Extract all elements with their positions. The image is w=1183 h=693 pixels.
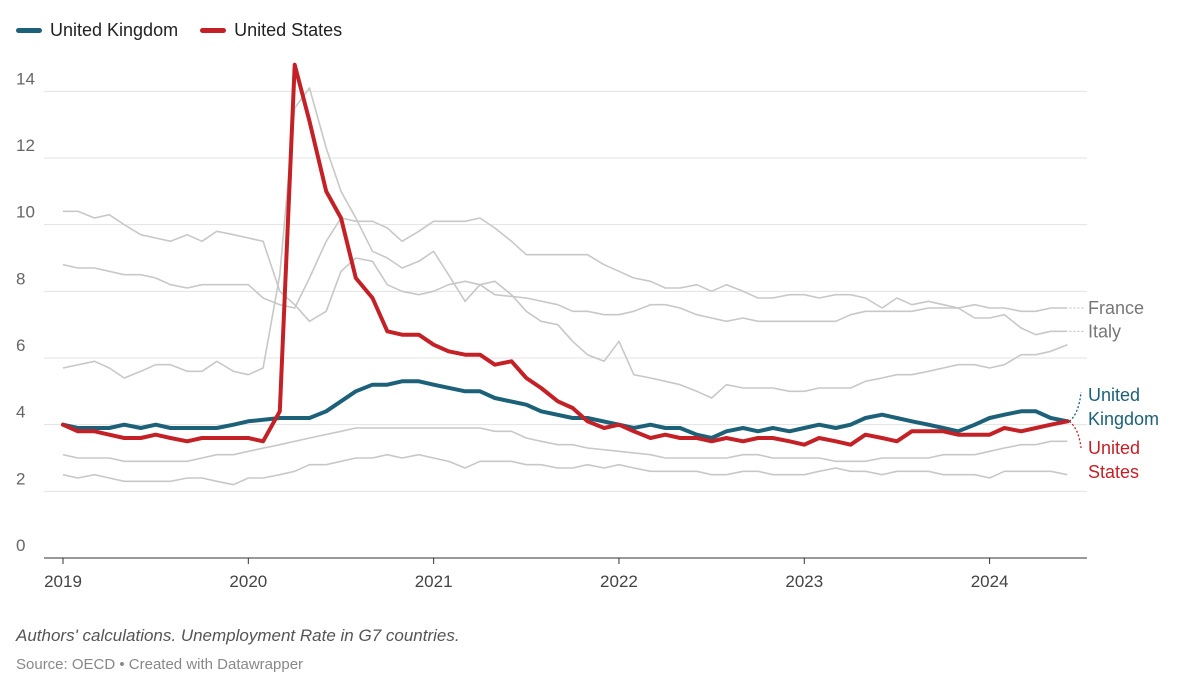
context-series-line-3 — [62, 427, 1068, 463]
y-tick-label: 6 — [16, 336, 25, 355]
y-tick-label: 0 — [16, 536, 25, 555]
legend: United Kingdom United States — [16, 20, 342, 41]
x-tick-label: 2020 — [229, 572, 267, 591]
highlight-series — [61, 62, 1070, 447]
context-series-line-0 — [62, 217, 1068, 313]
context-series-label: France — [1088, 298, 1144, 318]
series-end-labels: France Italy United Kingdom United States — [1069, 298, 1159, 482]
y-tick-label: 8 — [16, 269, 25, 288]
context-series-line-4 — [62, 453, 1068, 486]
x-tick-label: 2021 — [415, 572, 453, 591]
x-tick-label: 2023 — [785, 572, 823, 591]
context-series-label: Italy — [1088, 321, 1121, 341]
series-end-label: United — [1088, 438, 1140, 458]
y-tick-label: 12 — [16, 136, 35, 155]
chart-note: Authors' calculations. Unemployment Rate… — [16, 626, 460, 645]
context-series — [62, 87, 1068, 486]
uk-label-leader — [1069, 391, 1082, 422]
series-line-united-kingdom — [61, 379, 1070, 440]
y-tick-label: 10 — [16, 203, 35, 222]
legend-item-uk[interactable]: United Kingdom — [16, 20, 178, 41]
x-tick-label: 2019 — [44, 572, 82, 591]
series-line-united-states — [61, 62, 1070, 447]
context-series-line-1 — [63, 210, 1068, 336]
y-tick-label: 2 — [16, 469, 25, 488]
y-tick-label: 4 — [16, 403, 25, 422]
legend-swatch-uk — [16, 28, 42, 33]
series-end-label: States — [1088, 462, 1139, 482]
context-series-line-2 — [62, 87, 1068, 399]
unemployment-line-chart: 0 2 4 6 8 10 12 14 2019 2020 2021 2022 2023 2024 Fran… — [16, 62, 1159, 591]
legend-item-us[interactable]: United States — [200, 20, 342, 41]
legend-label-us: United States — [234, 20, 343, 40]
legend-swatch-us — [200, 28, 227, 33]
axes: 0 2 4 6 8 10 12 14 2019 2020 2021 2022 2023 2024 — [16, 69, 1009, 591]
gridlines — [44, 90, 1087, 559]
y-tick-label: 14 — [16, 69, 35, 88]
legend-label-uk: United Kingdom — [50, 20, 179, 40]
us-label-leader — [1069, 420, 1082, 449]
series-end-label: Kingdom — [1088, 409, 1159, 429]
chart-source: Source: OECD • Created with Datawrapper — [16, 656, 304, 673]
x-tick-label: 2022 — [600, 572, 638, 591]
series-end-label: United — [1088, 385, 1140, 405]
x-tick-label: 2024 — [971, 572, 1009, 591]
